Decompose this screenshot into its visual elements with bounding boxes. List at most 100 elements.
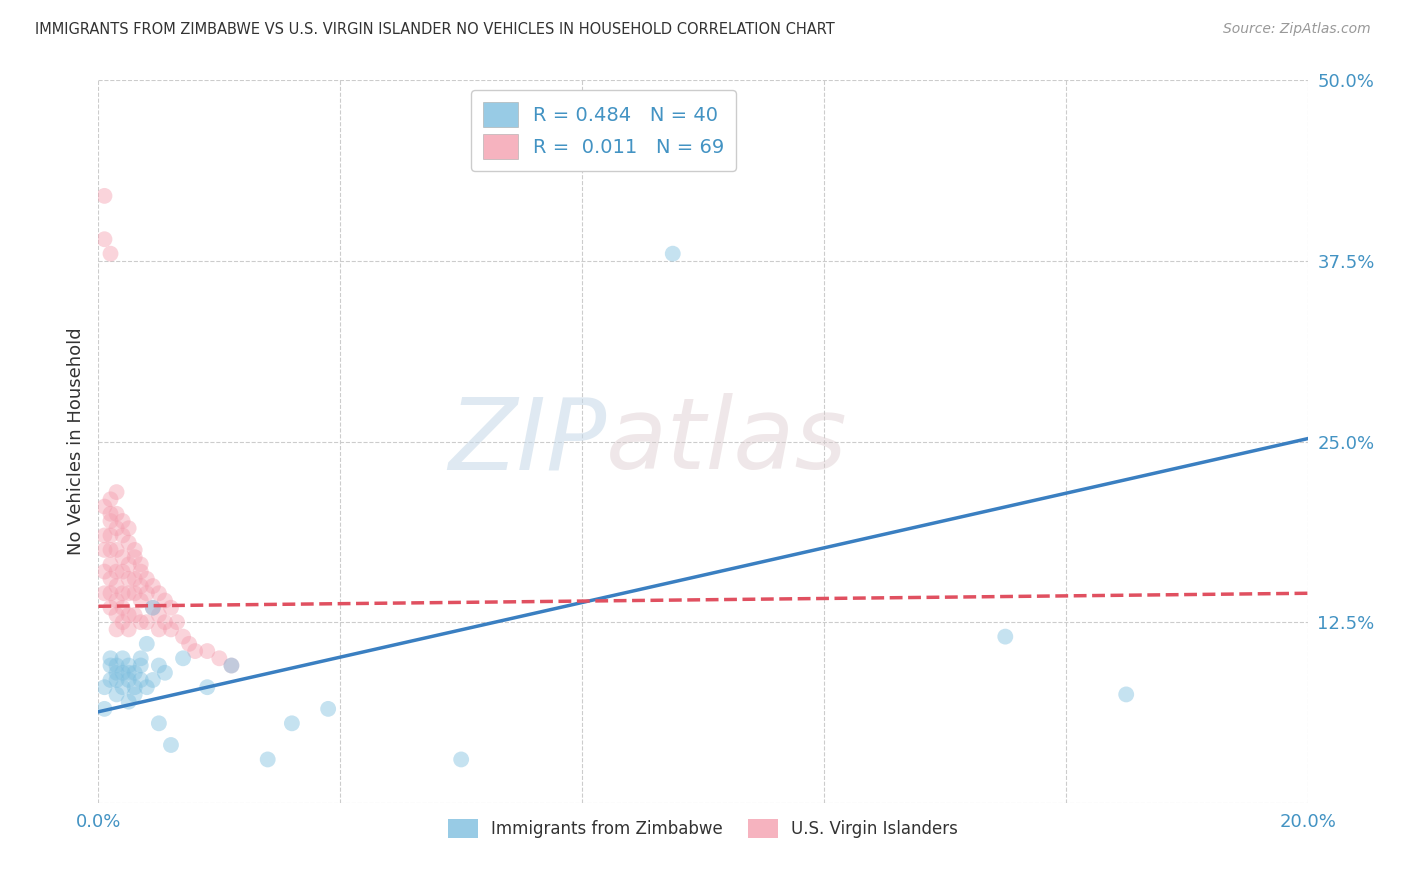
Point	[118, 521, 141, 535]
Point	[118, 623, 141, 637]
Point	[111, 586, 134, 600]
Point	[105, 687, 128, 701]
Point	[105, 565, 128, 579]
Point	[148, 658, 170, 673]
Point	[142, 600, 165, 615]
Point	[105, 665, 128, 680]
Point	[124, 665, 146, 680]
Point	[111, 565, 134, 579]
Point	[93, 189, 115, 203]
Point	[118, 658, 141, 673]
Point	[316, 702, 339, 716]
Point	[195, 680, 218, 694]
Point	[100, 542, 122, 557]
Point	[111, 550, 134, 565]
Point	[93, 702, 115, 716]
Point	[118, 586, 141, 600]
Point	[100, 528, 122, 542]
Point	[100, 586, 122, 600]
Point	[105, 485, 128, 500]
Point	[221, 658, 243, 673]
Point	[661, 246, 683, 260]
Point	[111, 615, 134, 630]
Point	[118, 665, 141, 680]
Point	[111, 680, 134, 694]
Point	[1115, 687, 1137, 701]
Point	[124, 572, 146, 586]
Y-axis label: No Vehicles in Household: No Vehicles in Household	[66, 327, 84, 556]
Point	[129, 579, 152, 593]
Point	[100, 673, 122, 687]
Point	[172, 630, 194, 644]
Text: IMMIGRANTS FROM ZIMBABWE VS U.S. VIRGIN ISLANDER NO VEHICLES IN HOUSEHOLD CORREL: IMMIGRANTS FROM ZIMBABWE VS U.S. VIRGIN …	[35, 22, 835, 37]
Point	[93, 565, 115, 579]
Point	[281, 716, 304, 731]
Point	[100, 246, 122, 260]
Point	[166, 615, 188, 630]
Point	[93, 500, 115, 514]
Point	[160, 623, 183, 637]
Point	[179, 637, 201, 651]
Point	[160, 738, 183, 752]
Point	[124, 687, 146, 701]
Point	[148, 623, 170, 637]
Point	[135, 572, 157, 586]
Point	[93, 232, 115, 246]
Point	[105, 507, 128, 521]
Point	[100, 600, 122, 615]
Point	[148, 716, 170, 731]
Point	[208, 651, 231, 665]
Point	[153, 593, 176, 607]
Point	[450, 752, 472, 766]
Point	[100, 651, 122, 665]
Point	[111, 651, 134, 665]
Point	[105, 658, 128, 673]
Point	[118, 572, 141, 586]
Point	[135, 586, 157, 600]
Point	[105, 623, 128, 637]
Point	[142, 673, 165, 687]
Point	[100, 572, 122, 586]
Point	[129, 593, 152, 607]
Point	[118, 535, 141, 549]
Point	[105, 542, 128, 557]
Point	[129, 658, 152, 673]
Point	[118, 558, 141, 572]
Point	[93, 542, 115, 557]
Point	[100, 514, 122, 528]
Point	[129, 558, 152, 572]
Point	[111, 665, 134, 680]
Point	[221, 658, 243, 673]
Point	[105, 521, 128, 535]
Point	[124, 680, 146, 694]
Point	[100, 492, 122, 507]
Point	[124, 550, 146, 565]
Point	[105, 607, 128, 622]
Point	[135, 680, 157, 694]
Point	[148, 607, 170, 622]
Point	[124, 607, 146, 622]
Point	[153, 615, 176, 630]
Point	[129, 565, 152, 579]
Point	[142, 600, 165, 615]
Text: Source: ZipAtlas.com: Source: ZipAtlas.com	[1223, 22, 1371, 37]
Point	[184, 644, 207, 658]
Text: atlas: atlas	[606, 393, 848, 490]
Point	[124, 542, 146, 557]
Point	[135, 615, 157, 630]
Point	[111, 600, 134, 615]
Point	[256, 752, 278, 766]
Point	[100, 507, 122, 521]
Point	[111, 514, 134, 528]
Point	[142, 579, 165, 593]
Point	[129, 615, 152, 630]
Point	[105, 673, 128, 687]
Point	[129, 673, 152, 687]
Point	[118, 695, 141, 709]
Point	[135, 637, 157, 651]
Point	[93, 680, 115, 694]
Point	[93, 528, 115, 542]
Point	[100, 558, 122, 572]
Text: ZIP: ZIP	[449, 393, 606, 490]
Point	[105, 593, 128, 607]
